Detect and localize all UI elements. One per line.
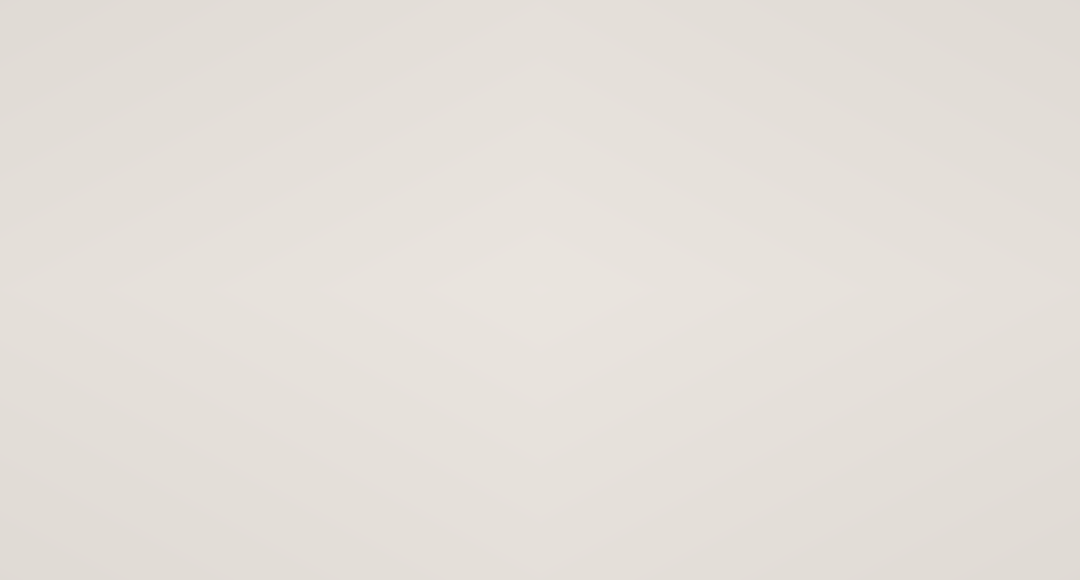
Text: ΔH° = - 1203.6 kJ: ΔH° = - 1203.6 kJ xyxy=(608,331,848,355)
Text: Calculate the standard enthalpy of formation of solid magnesium: Calculate the standard enthalpy of forma… xyxy=(248,204,1080,229)
Text: hydroxide, given the following data: (5 pts): hydroxide, given the following data: (5 … xyxy=(248,259,886,284)
Text: ΔH° = -571.7 kJ: ΔH° = -571.7 kJ xyxy=(608,420,822,444)
Text: 2.: 2. xyxy=(198,204,226,229)
Text: 2H₂(g) + O₂(g) → 2H₂O(l): 2H₂(g) + O₂(g) → 2H₂O(l) xyxy=(248,420,589,444)
Text: ΔH° = +37.1 kJ: ΔH° = +37.1 kJ xyxy=(608,375,815,400)
Text: Mg(OH)₂(s)→ MgO(s) + H₂O(l): Mg(OH)₂(s)→ MgO(s) + H₂O(l) xyxy=(248,375,661,400)
Text: 2Mg(s) + O₂(g) → 2MgO(s): 2Mg(s) + O₂(g) → 2MgO(s) xyxy=(248,331,610,355)
